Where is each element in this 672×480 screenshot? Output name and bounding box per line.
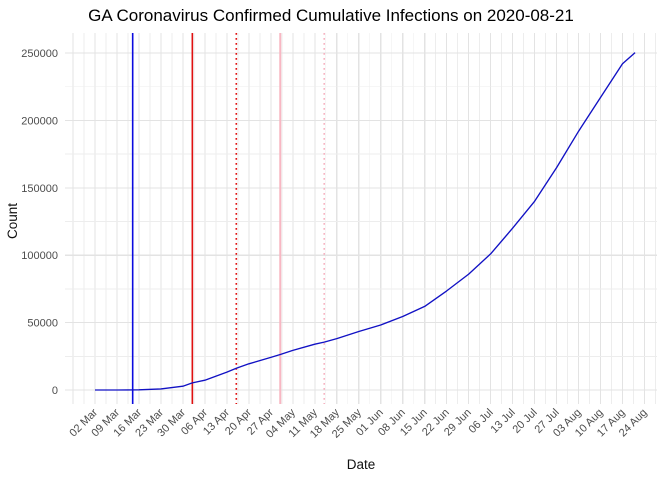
y-tick-label: 100000	[21, 250, 58, 262]
series-line	[95, 52, 636, 391]
y-tick-label: 250000	[21, 48, 58, 60]
y-tick-labels: 0 50000 100000 150000 200000 250000	[21, 48, 58, 397]
y-axis-title: Count	[5, 203, 20, 239]
x-axis-title: Date	[347, 457, 376, 472]
event-vlines	[131, 33, 326, 404]
y-tick-label: 150000	[21, 183, 58, 195]
y-tick-label: 200000	[21, 115, 58, 127]
gridlines	[65, 33, 657, 404]
y-tick-label: 50000	[27, 318, 58, 330]
y-tick-label: 0	[52, 385, 58, 397]
chart-title: GA Coronavirus Confirmed Cumulative Infe…	[88, 6, 574, 25]
